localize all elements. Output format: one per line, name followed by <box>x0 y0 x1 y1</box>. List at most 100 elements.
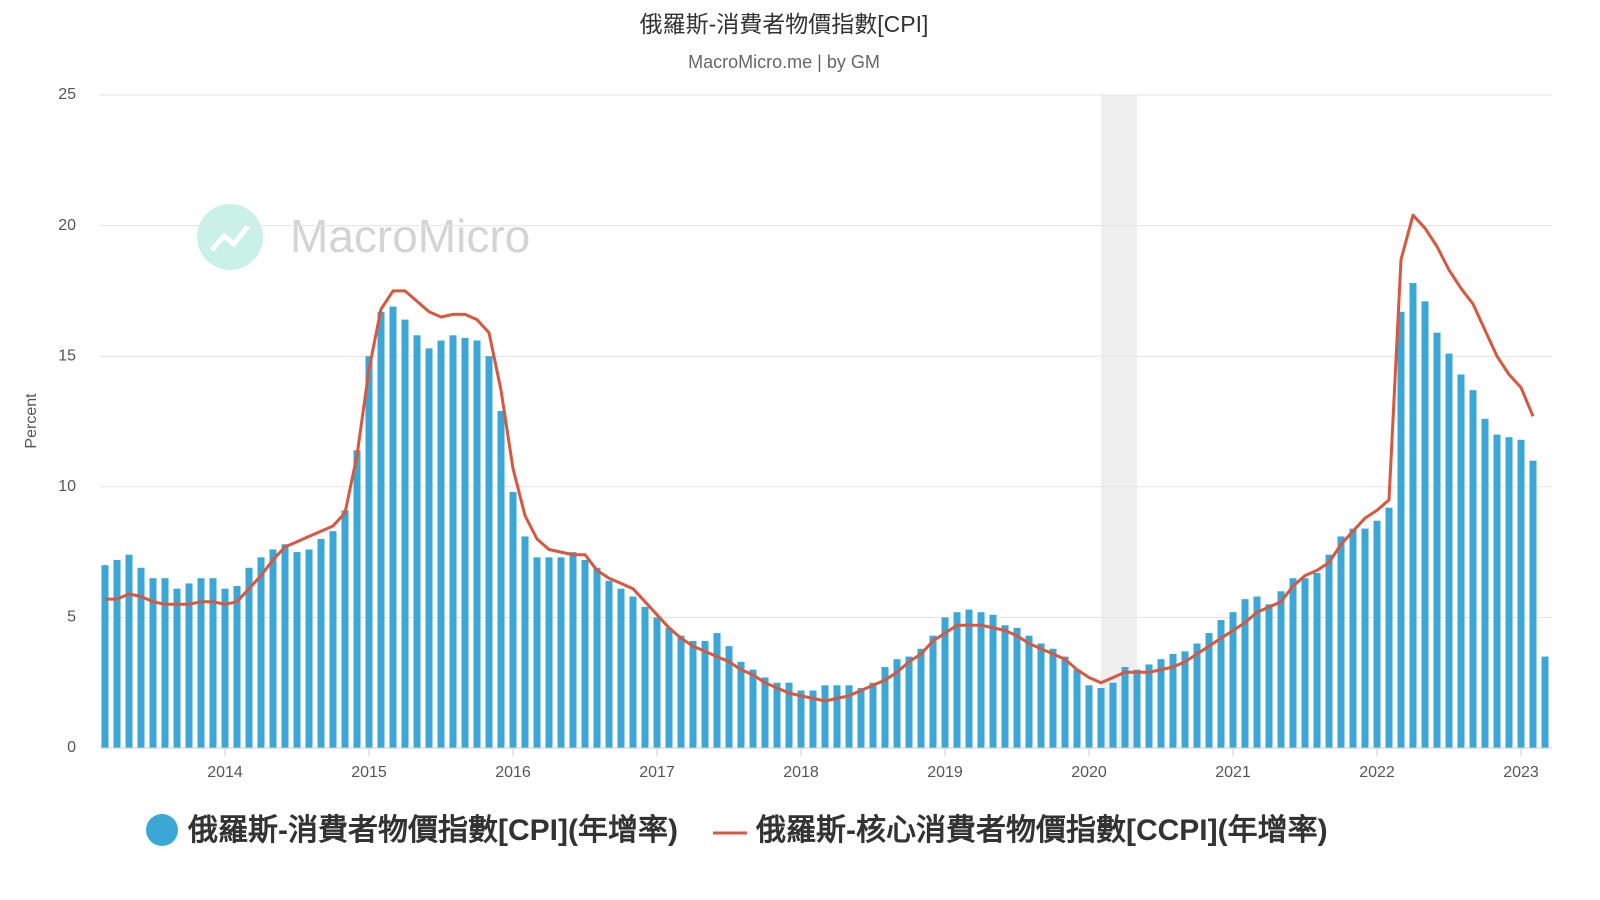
legend-label: 俄羅斯-消費者物價指數[CPI](年增率) <box>187 814 678 847</box>
bar <box>1109 682 1117 748</box>
bar <box>605 580 613 748</box>
bar <box>1061 656 1069 748</box>
bar <box>1013 627 1021 748</box>
watermark: MacroMicro <box>290 210 530 262</box>
bar <box>665 627 673 748</box>
line <box>105 213 1535 703</box>
bar <box>1253 596 1261 748</box>
bar <box>317 539 325 748</box>
bar <box>197 578 205 748</box>
bar <box>785 682 793 748</box>
bar <box>1241 599 1249 748</box>
bar <box>1325 554 1333 748</box>
bar <box>929 635 937 748</box>
bar <box>1037 643 1045 748</box>
bar <box>677 635 685 748</box>
bar <box>797 690 805 748</box>
x-tick-label: 2019 <box>927 764 963 781</box>
bar <box>1169 653 1177 748</box>
watermark-logo <box>197 204 263 270</box>
bar <box>485 356 493 748</box>
x-tick-label: 2014 <box>207 764 243 781</box>
bar <box>473 340 481 748</box>
bar <box>377 311 385 748</box>
bar <box>521 536 529 748</box>
bar <box>941 617 949 748</box>
bar <box>1265 604 1273 748</box>
x-tick-label: 2023 <box>1503 764 1539 781</box>
bar <box>125 554 133 748</box>
bar <box>629 596 637 748</box>
y-tick-label: 15 <box>58 347 76 364</box>
bar <box>461 337 469 748</box>
bar <box>257 557 265 748</box>
bar <box>977 612 985 748</box>
bar <box>1481 418 1489 748</box>
bar <box>149 578 157 748</box>
bar <box>1397 311 1405 748</box>
x-tick-label: 2018 <box>783 764 819 781</box>
x-tick-label: 2017 <box>639 764 675 781</box>
bar <box>161 578 169 748</box>
y-tick-label: 0 <box>67 739 76 756</box>
bar <box>1145 664 1153 748</box>
shaded-region <box>1101 95 1137 748</box>
y-axis-label: Percent <box>23 393 40 449</box>
bar <box>425 348 433 748</box>
bar <box>713 633 721 748</box>
bar <box>1493 434 1501 748</box>
bar <box>137 567 145 748</box>
bar <box>845 685 853 748</box>
bar <box>1133 669 1141 748</box>
bar <box>1505 437 1513 748</box>
bar <box>653 617 661 748</box>
bar <box>1001 625 1009 748</box>
bar <box>857 687 865 748</box>
bar <box>269 549 277 748</box>
x-tick-label: 2022 <box>1359 764 1395 781</box>
bar <box>641 606 649 748</box>
bar <box>905 656 913 748</box>
y-tick-label: 5 <box>67 609 76 626</box>
bar <box>1121 667 1129 748</box>
bar <box>557 557 565 748</box>
bar <box>749 669 757 748</box>
bar <box>413 335 421 748</box>
bar <box>869 682 877 748</box>
bar <box>173 588 181 748</box>
bar <box>569 552 577 748</box>
legend: 俄羅斯-消費者物價指數[CPI](年增率) 俄羅斯-核心消費者物價指數[CCPI]… <box>146 814 1328 847</box>
chart-title: 俄羅斯-消費者物價指數[CPI] <box>640 11 929 37</box>
bar <box>737 661 745 748</box>
bar <box>1313 572 1321 748</box>
bar <box>617 588 625 748</box>
bar <box>1361 528 1369 748</box>
bar <box>1517 439 1525 748</box>
y-tick-label: 25 <box>58 86 76 103</box>
bar <box>497 411 505 748</box>
bar <box>305 549 313 748</box>
bar <box>401 319 409 748</box>
bar <box>353 450 361 748</box>
bar <box>1373 520 1381 748</box>
legend-marker <box>146 814 178 846</box>
bar <box>533 557 541 748</box>
x-tick-label: 2020 <box>1071 764 1107 781</box>
bar <box>953 612 961 748</box>
bar <box>1193 643 1201 748</box>
bar <box>113 559 121 748</box>
y-tick-label: 10 <box>58 478 76 495</box>
bar <box>1181 651 1189 748</box>
bar <box>1337 536 1345 748</box>
bar <box>761 677 769 748</box>
bar <box>233 586 241 748</box>
bar <box>965 609 973 748</box>
bar <box>881 667 889 748</box>
x-tick-label: 2021 <box>1215 764 1251 781</box>
bar <box>209 578 217 748</box>
bar <box>281 544 289 748</box>
bar <box>185 583 193 748</box>
bar <box>437 340 445 748</box>
bar <box>341 510 349 748</box>
